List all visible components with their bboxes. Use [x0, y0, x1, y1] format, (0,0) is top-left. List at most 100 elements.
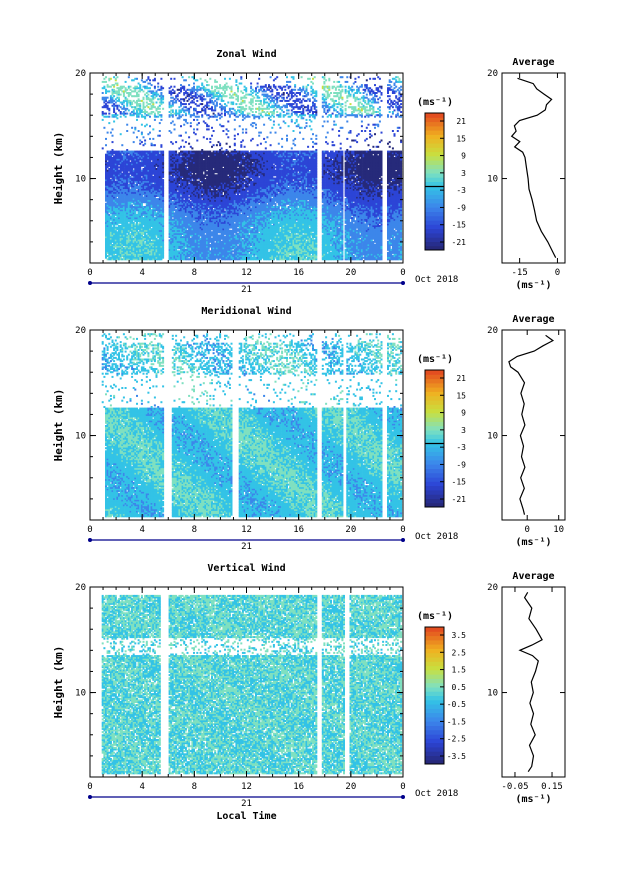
colorbar-tick-label: 15: [456, 134, 466, 143]
colorbar-swatch: [425, 477, 444, 482]
profile-line: [520, 592, 542, 771]
y-tick-label: 10: [75, 432, 86, 442]
colorbar-tick-label: -9: [456, 203, 466, 212]
colorbar-swatch: [425, 636, 444, 641]
colorbar-tick-label: -3: [456, 443, 466, 452]
colorbar-swatch: [425, 182, 444, 187]
colorbar-swatch: [425, 417, 444, 422]
colorbar-swatch: [425, 708, 444, 713]
x-tick-label: 12: [241, 268, 252, 278]
x-tick-label: 8: [192, 525, 197, 535]
profile-y-tick-label: 10: [487, 432, 498, 442]
colorbar-tick-label: -15: [452, 478, 467, 487]
date-axis-start: [88, 538, 92, 542]
colorbar-swatch: [425, 194, 444, 199]
colorbar-swatch: [425, 147, 444, 152]
profile-y-tick-label: 10: [487, 689, 498, 699]
colorbar-swatch: [425, 173, 444, 178]
panel-title: Zonal Wind: [216, 48, 276, 60]
colorbar-swatch: [425, 490, 444, 495]
colorbar-swatch: [425, 212, 444, 217]
colorbar-swatch: [425, 220, 444, 225]
x-tick-label: 4: [139, 525, 144, 535]
date-axis-end: [401, 795, 405, 799]
colorbar-tick-label: 3: [461, 426, 466, 435]
heatmap-cells: [102, 333, 402, 517]
colorbar-swatch: [425, 434, 444, 439]
colorbar-swatch: [425, 164, 444, 169]
y-axis-label: Height (km): [52, 389, 65, 462]
colorbar-tick-label: -21: [452, 238, 467, 247]
date-axis-end: [401, 281, 405, 285]
panel-title: Vertical Wind: [207, 562, 285, 574]
colorbar-tick-label: -1.5: [447, 717, 466, 726]
profile-y-tick-label: 20: [487, 69, 498, 79]
colorbar-swatch: [425, 678, 444, 683]
colorbar-swatch: [425, 751, 444, 756]
heatmap-cells: [102, 76, 402, 260]
colorbar-tick-label: 3.5: [452, 631, 467, 640]
profile-x-label: (ms⁻¹): [515, 794, 551, 805]
colorbar-swatch: [425, 229, 444, 234]
colorbar-unit: (ms⁻¹): [417, 354, 453, 365]
x-tick-label: 20: [345, 268, 356, 278]
colorbar-swatch: [425, 439, 444, 444]
colorbar-swatch: [425, 122, 444, 127]
colorbar-swatch: [425, 451, 444, 456]
colorbar-swatch: [425, 113, 444, 118]
x-tick-label: 16: [293, 525, 304, 535]
x-tick-label: 0: [87, 268, 92, 278]
colorbar-swatch: [425, 747, 444, 752]
colorbar-swatch: [425, 139, 444, 144]
colorbar-swatch: [425, 190, 444, 195]
colorbar-swatch: [425, 473, 444, 478]
colorbar-swatch: [425, 627, 444, 632]
profile-x-tick-label: 10: [553, 525, 564, 535]
date-label: 21: [241, 542, 252, 552]
panel-title: Meridional Wind: [201, 305, 291, 317]
profile-x-label: (ms⁻¹): [515, 537, 551, 548]
month-label: Oct 2018: [415, 275, 458, 285]
x-tick-label: 16: [293, 268, 304, 278]
date-axis-start: [88, 795, 92, 799]
colorbar-swatch: [425, 199, 444, 204]
profile-line: [512, 78, 556, 257]
colorbar-swatch: [425, 379, 444, 384]
colorbar-tick-label: 9: [461, 152, 466, 161]
y-tick-label: 20: [75, 583, 86, 593]
x-tick-label: 16: [293, 782, 304, 792]
colorbar-unit: (ms⁻¹): [417, 97, 453, 108]
x-axis-label: Local Time: [216, 810, 276, 822]
profile-x-tick-label: -15: [512, 268, 528, 278]
colorbar-swatch: [425, 726, 444, 731]
colorbar-swatch: [425, 216, 444, 221]
colorbar-swatch: [425, 486, 444, 491]
profile-y-tick-label: 20: [487, 583, 498, 593]
colorbar-tick-label: 15: [456, 391, 466, 400]
x-tick-label: 0: [400, 268, 405, 278]
y-tick-label: 20: [75, 69, 86, 79]
colorbar-tick-label: 0.5: [452, 683, 467, 692]
colorbar-swatch: [425, 494, 444, 499]
colorbar-tick-label: -9: [456, 460, 466, 469]
colorbar-swatch: [425, 130, 444, 135]
colorbar-swatch: [425, 691, 444, 696]
colorbar-tick-label: -3: [456, 186, 466, 195]
x-tick-label: 20: [345, 525, 356, 535]
profile-x-tick-label: -0.05: [501, 782, 528, 792]
y-tick-label: 10: [75, 689, 86, 699]
x-tick-label: 12: [241, 782, 252, 792]
month-label: Oct 2018: [415, 532, 458, 542]
colorbar-swatch: [425, 233, 444, 238]
colorbar-swatch: [425, 734, 444, 739]
colorbar-swatch: [425, 387, 444, 392]
colorbar-swatch: [425, 177, 444, 182]
colorbar-tick-label: -0.5: [447, 700, 466, 709]
y-tick-label: 10: [75, 175, 86, 185]
colorbar-swatch: [425, 687, 444, 692]
date-label: 21: [241, 285, 252, 295]
colorbar-swatch: [425, 421, 444, 426]
profile-title: Average: [512, 57, 554, 68]
